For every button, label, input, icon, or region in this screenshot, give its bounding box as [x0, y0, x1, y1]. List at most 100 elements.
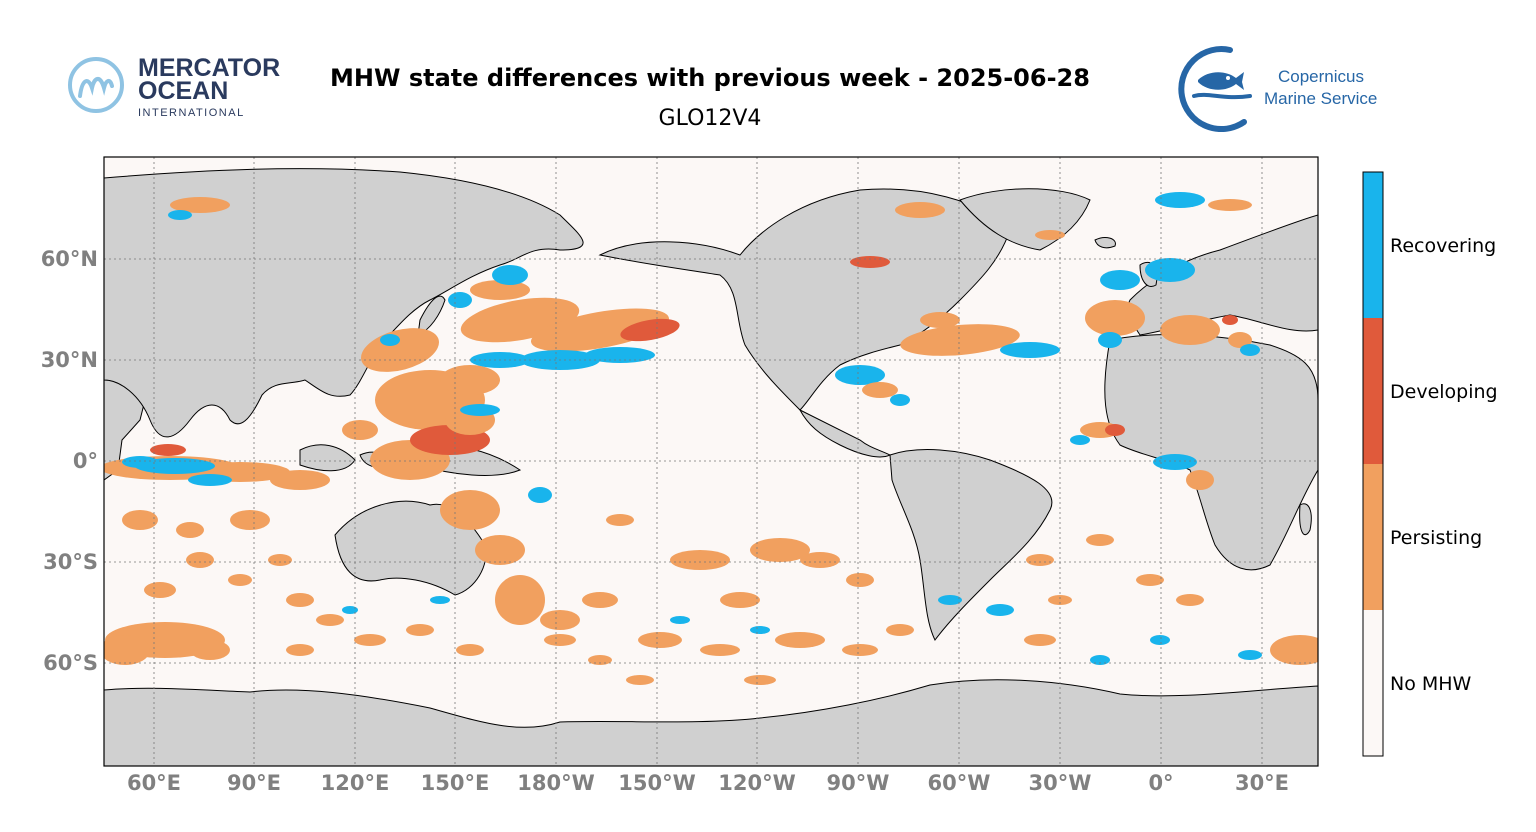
antarctica-landmass	[104, 679, 1318, 766]
longitude-label: 150°W	[618, 771, 696, 795]
recovering-patch	[448, 292, 472, 308]
longitude-label: 90°E	[227, 771, 281, 795]
persisting-patch	[270, 470, 330, 490]
persisting-patch	[495, 575, 545, 625]
longitude-label: 30°E	[1235, 771, 1289, 795]
recovering-patch	[492, 265, 528, 285]
persisting-patch	[286, 593, 314, 607]
latitude-label: 0°	[73, 449, 98, 473]
recovering-patch	[1145, 258, 1195, 282]
graticule	[104, 157, 1318, 766]
persisting-patch	[744, 675, 776, 685]
mercator-logo-circle	[68, 57, 124, 113]
recovering-patch	[938, 595, 962, 605]
persisting-patch	[475, 535, 525, 565]
persisting-patch	[1085, 300, 1145, 336]
recovering-patch	[1100, 270, 1140, 290]
recovering-patch	[1155, 192, 1205, 208]
developing-patch	[620, 318, 680, 342]
south-america-landmass	[889, 449, 1053, 641]
colorbar-segment	[1363, 318, 1383, 464]
colorbar-segment	[1363, 610, 1383, 756]
recovering-patch	[1000, 342, 1060, 358]
recovering-patch	[1098, 332, 1122, 348]
map-title: MHW state differences with previous week…	[330, 64, 1090, 92]
colorbar-label: No MHW	[1390, 673, 1472, 695]
persisting-patch	[440, 490, 500, 530]
colorbar-segment	[1363, 172, 1383, 318]
copernicus-logo-arc	[1178, 46, 1247, 133]
map-frame	[103, 156, 1319, 767]
longitude-label: 180°W	[517, 771, 595, 795]
colorbar-label: Developing	[1390, 381, 1498, 403]
persisting-patch	[775, 632, 825, 648]
map-subtitle: GLO12V4	[658, 106, 762, 131]
persisting-patch	[144, 582, 176, 598]
persisting-patch	[470, 280, 530, 300]
longitude-label: 120°E	[321, 771, 390, 795]
latitude-label: 30°N	[41, 348, 98, 372]
persisting-patch	[588, 655, 612, 665]
recovering-patch	[1070, 435, 1090, 445]
persisting-patch	[230, 510, 270, 530]
persisting-patch	[406, 624, 434, 636]
colorbar-label: Persisting	[1390, 527, 1482, 549]
recovering-patch	[890, 394, 910, 406]
persisting-patch	[1228, 332, 1252, 348]
persisting-patch	[606, 514, 634, 526]
mercator-line3: INTERNATIONAL	[138, 107, 245, 119]
persisting-patch	[544, 634, 576, 646]
persisting-patch	[720, 592, 760, 608]
recovering-patch	[528, 487, 552, 503]
developing-patch	[850, 256, 890, 268]
persisting-patch	[1270, 635, 1318, 665]
persisting-patch	[440, 365, 500, 395]
persisting-patch	[316, 614, 344, 626]
recovering-patch	[1238, 650, 1262, 660]
recovering-patch	[380, 334, 400, 346]
persisting-patch	[895, 202, 945, 218]
recovering-patch	[1153, 454, 1197, 470]
persisting-patch	[1208, 199, 1252, 211]
longitude-label: 150°E	[421, 771, 490, 795]
copernicus-line1: Copernicus	[1278, 67, 1364, 86]
persisting-patch	[1186, 470, 1214, 490]
colorbar-label: Recovering	[1390, 235, 1496, 257]
colorbar: Recovering Developing Persisting No MHW	[1362, 171, 1498, 757]
recovering-patch	[1240, 344, 1260, 356]
longitude-label: 90°W	[827, 771, 890, 795]
recovering-patch	[986, 604, 1014, 616]
recovering-patch	[188, 474, 232, 486]
persisting-patch	[228, 574, 252, 586]
latitude-labels: 60°N 30°N 0° 30°S 60°S	[41, 247, 98, 675]
persisting-patch	[170, 197, 230, 213]
persisting-patch	[286, 644, 314, 656]
mercator-ocean-logo: MERCATOR OCEAN INTERNATIONAL	[66, 52, 286, 122]
australia-landmass	[334, 500, 487, 596]
longitude-label: 60°W	[928, 771, 991, 795]
persisting-patch	[1035, 230, 1065, 240]
latitude-label: 30°S	[43, 550, 98, 574]
iceland-landmass	[1094, 237, 1116, 249]
persisting-patch	[800, 552, 840, 568]
persisting-patch	[540, 610, 580, 630]
developing-patch	[1222, 315, 1238, 325]
recovering-patch	[342, 606, 358, 614]
persisting-patch	[176, 522, 204, 538]
persisting-patch	[456, 644, 484, 656]
longitude-label: 60°E	[127, 771, 181, 795]
recovering-patch	[430, 596, 450, 604]
longitude-label: 30°W	[1029, 771, 1092, 795]
persisting-patch	[1086, 534, 1114, 546]
developing-patch	[150, 444, 186, 456]
persisting-patch	[886, 624, 914, 636]
persisting-patch	[1048, 595, 1072, 605]
persisting-patch	[582, 592, 618, 608]
persisting-patch	[842, 644, 878, 656]
madagascar-landmass	[1299, 503, 1312, 536]
copernicus-marine-logo: Copernicus Marine Service	[1172, 42, 1402, 133]
persisting-patch	[268, 554, 292, 566]
latitude-label: 60°S	[43, 651, 98, 675]
longitude-label: 0°	[1148, 771, 1173, 795]
